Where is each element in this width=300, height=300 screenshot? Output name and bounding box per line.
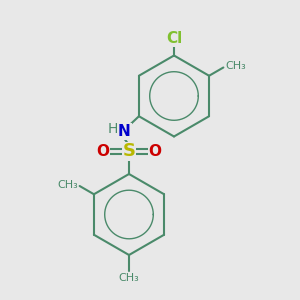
Text: Cl: Cl (166, 32, 182, 46)
Text: CH₃: CH₃ (118, 273, 140, 283)
Text: O: O (148, 144, 161, 159)
Text: O: O (97, 144, 110, 159)
Text: CH₃: CH₃ (225, 61, 246, 71)
Text: N: N (118, 124, 131, 139)
Text: H: H (108, 122, 118, 136)
Text: S: S (122, 142, 136, 160)
Text: CH₃: CH₃ (57, 180, 78, 190)
